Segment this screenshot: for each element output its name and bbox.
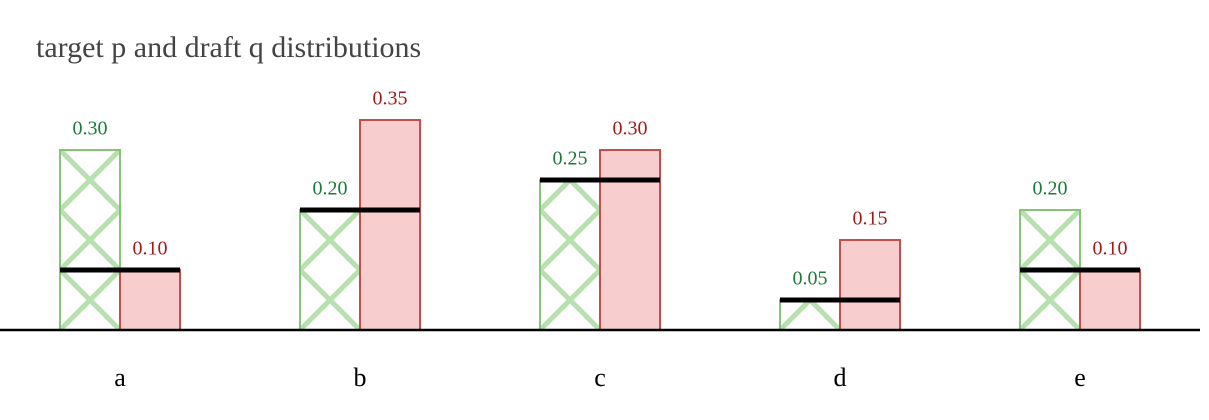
bar [839,239,901,331]
bar [59,149,121,331]
bar [599,149,661,331]
bar [1079,269,1141,331]
value-label: 0.30 [73,118,108,140]
bar [539,179,601,331]
value-label: 0.20 [1033,178,1068,200]
value-label: 0.15 [853,208,888,230]
value-label: 0.10 [1093,238,1128,260]
value-label: 0.20 [313,178,348,200]
x-tick-label: b [354,363,367,392]
value-label: 0.30 [613,118,648,140]
value-label: 0.05 [793,268,828,290]
bar [779,299,841,331]
x-tick-label: a [114,363,126,392]
value-label: 0.35 [373,88,408,110]
x-tick-label: e [1074,363,1086,392]
plot-area: a 0.30 0.10 b 0.20 0.35 c 0.25 0.30 d 0.05 0.15 e 0.2… [59,88,1141,392]
x-tick-label: c [594,363,606,392]
bar [119,269,181,331]
bar [359,119,421,331]
x-tick-label: d [834,363,847,392]
value-label: 0.10 [133,238,168,260]
value-label: 0.25 [553,148,588,170]
bar [299,209,361,331]
chart-title: target p and draft q distributions [36,31,421,64]
